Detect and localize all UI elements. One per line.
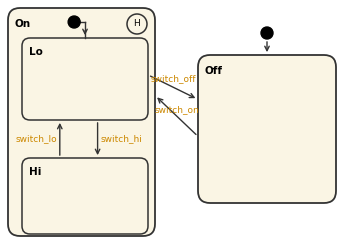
Text: switch_hi: switch_hi — [101, 134, 143, 143]
Circle shape — [68, 16, 80, 28]
Text: switch_lo: switch_lo — [15, 134, 57, 143]
Text: switch_on: switch_on — [154, 105, 199, 114]
Text: On: On — [15, 19, 31, 29]
Circle shape — [261, 27, 273, 39]
Text: Hi: Hi — [29, 167, 41, 177]
FancyBboxPatch shape — [22, 38, 148, 120]
FancyBboxPatch shape — [22, 158, 148, 234]
Text: Off: Off — [205, 66, 223, 76]
Text: H: H — [134, 20, 141, 28]
Text: Lo: Lo — [29, 47, 43, 57]
FancyBboxPatch shape — [198, 55, 336, 203]
Text: switch_off: switch_off — [150, 74, 196, 83]
FancyBboxPatch shape — [8, 8, 155, 236]
